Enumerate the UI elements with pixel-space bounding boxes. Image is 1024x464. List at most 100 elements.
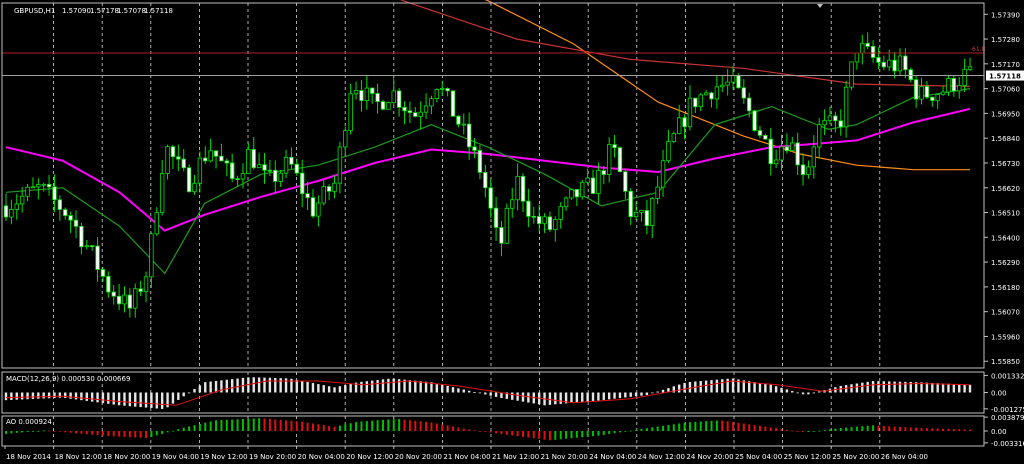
macd-label: MACD(12,26,9) 0.000530 0.000669 [6, 375, 130, 383]
ao-bar [893, 426, 896, 431]
macd-bar [704, 380, 708, 393]
macd-bar [791, 391, 794, 393]
bear-candle [924, 86, 930, 98]
bear-candle [617, 147, 623, 173]
bear-candle [402, 106, 407, 112]
price-tick-label: 1.56400 [991, 234, 1020, 242]
bull-candle [720, 84, 725, 88]
bull-candle [423, 105, 429, 113]
macd-bar [893, 381, 896, 393]
macd-bar [177, 392, 180, 400]
bear-candle [106, 275, 111, 293]
bull-candle [698, 94, 703, 108]
bull-candle [676, 117, 682, 135]
ao-bar [958, 429, 961, 431]
macd-bar [586, 392, 589, 402]
bear-candle [628, 190, 633, 218]
macd-bar [581, 392, 584, 402]
ao-bar [629, 430, 632, 432]
ao-bar [802, 431, 805, 433]
ao-bar [317, 424, 320, 431]
ao-bar [823, 430, 826, 431]
bull-candle [553, 219, 558, 230]
bull-candle [418, 111, 423, 117]
ao-bar [662, 425, 665, 431]
ao-bar [495, 431, 498, 434]
ao-bar [478, 430, 481, 432]
bull-candle [159, 172, 165, 214]
ao-bar [215, 420, 218, 431]
macd-bar [731, 378, 735, 393]
ao-bar [37, 430, 40, 432]
macd-bar [726, 378, 729, 393]
ao-bar [295, 421, 298, 431]
macd-bar [204, 382, 207, 393]
ao-bar [807, 431, 810, 433]
bear-candle [456, 115, 461, 125]
ao-label: AO 0.000924 [6, 418, 52, 426]
ao-bar [123, 431, 126, 437]
macd-bar [602, 392, 605, 400]
moving-average-line [5, 107, 971, 232]
bear-candle [536, 216, 542, 225]
current-price-label: 1.57118 [989, 73, 1021, 81]
macd-bar [850, 384, 853, 393]
macd-bar [107, 392, 110, 404]
ao-bar [484, 431, 487, 432]
bear-candle [73, 219, 79, 227]
macd-bar [613, 392, 616, 399]
bear-candle [111, 291, 116, 297]
time-label: 19 Nov 12:00 [200, 453, 247, 461]
macd-bar [489, 392, 492, 396]
ao-bar [888, 426, 891, 431]
ao-bar [112, 431, 115, 437]
ao-bar [505, 431, 508, 435]
bear-candle [46, 183, 52, 188]
ao-bar [931, 428, 934, 431]
macd-bar [527, 392, 530, 403]
ao-bar [403, 419, 406, 431]
bear-candle [407, 110, 413, 114]
bear-candle [445, 88, 450, 92]
time-label: 18 Nov 2014 [6, 453, 51, 461]
ao-bar [656, 426, 659, 431]
time-label: 25 Nov 20:00 [832, 453, 879, 461]
bull-candle [779, 146, 784, 161]
bull-candle [434, 89, 440, 99]
macd-bar [624, 392, 627, 398]
bear-candle [186, 167, 192, 193]
bear-candle [100, 269, 106, 277]
macd-bar [634, 392, 638, 397]
macd-bar [936, 383, 939, 393]
ao-bar [274, 419, 277, 431]
ao-bar [139, 431, 142, 438]
macd-bar [166, 392, 169, 408]
ao-bar [732, 422, 735, 431]
macd-bar [683, 382, 686, 393]
ao-bar [398, 419, 401, 431]
macd-bar [354, 382, 358, 393]
macd-bar [290, 378, 293, 393]
macd-bar [710, 380, 713, 393]
ao-bar [101, 431, 104, 436]
macd-bar [322, 385, 325, 393]
macd-bar [101, 392, 105, 404]
macd-bar [85, 392, 88, 401]
macd-bar [371, 380, 374, 393]
bull-candle [283, 156, 289, 174]
bull-candle [84, 245, 89, 248]
ao-bar [575, 431, 578, 438]
macd-bar [888, 381, 891, 393]
bear-candle [881, 61, 887, 68]
macd-bar [645, 392, 649, 396]
ao-bar [645, 428, 648, 431]
ao-bar [969, 429, 971, 431]
macd-bar [198, 385, 202, 393]
ao-bar [48, 430, 51, 432]
ao-bar [145, 431, 148, 439]
ao-bar [328, 425, 331, 431]
time-label: 19 Nov 04:00 [152, 453, 199, 461]
ao-bar [285, 420, 288, 431]
macd-bar [263, 377, 266, 393]
